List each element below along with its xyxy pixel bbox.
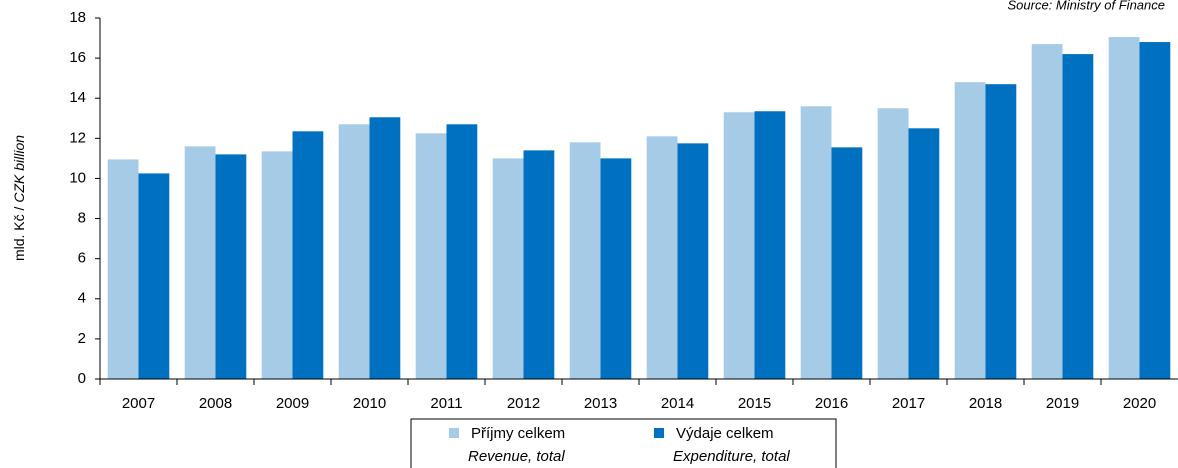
bar (985, 84, 1017, 379)
bar (1031, 44, 1063, 379)
x-tick-label: 2007 (122, 395, 155, 412)
bar (877, 108, 909, 379)
x-tick-label: 2013 (584, 395, 617, 412)
bar (569, 142, 601, 379)
bar (523, 150, 555, 379)
bar (646, 136, 678, 379)
x-tick-label: 2018 (969, 395, 1002, 412)
x-tick-label: 2014 (661, 395, 694, 412)
bar (292, 131, 324, 379)
legend-label-english: Revenue, total (468, 448, 565, 465)
legend-swatch (449, 428, 459, 438)
x-tick-label: 2008 (199, 395, 232, 412)
x-tick-label: 2016 (815, 395, 848, 412)
y-tick-label: 8 (78, 210, 86, 227)
x-tick-label: 2017 (892, 395, 925, 412)
bar (723, 112, 755, 379)
y-tick-label: 6 (78, 250, 86, 267)
legend-box (410, 418, 837, 468)
bar (492, 158, 524, 379)
y-label-english: CZK billion (11, 135, 27, 203)
y-label-czech: mld. Kč / (11, 206, 27, 261)
bar (1062, 54, 1094, 379)
y-tick-label: 12 (69, 129, 86, 146)
bar (677, 143, 709, 379)
bar (831, 147, 863, 379)
bar (184, 146, 216, 379)
bar (369, 117, 401, 380)
bar (261, 151, 293, 379)
bar (338, 124, 370, 380)
y-tick-label: 4 (78, 290, 86, 307)
legend-label: Výdaje celkem (676, 425, 774, 442)
y-tick-label: 14 (69, 89, 86, 106)
bar (754, 111, 786, 379)
bar (107, 159, 139, 379)
x-tick-label: 2015 (738, 395, 771, 412)
bar (908, 128, 940, 379)
x-tick-label: 2012 (507, 395, 540, 412)
bar (215, 154, 247, 379)
legend-label-english: Expenditure, total (673, 448, 790, 465)
legend-label: Příjmy celkem (471, 425, 565, 442)
y-tick-label: 16 (69, 49, 86, 66)
x-tick-label: 2020 (1123, 395, 1156, 412)
y-tick-label: 0 (78, 370, 86, 387)
source: Source: Ministry of Finance (1007, 0, 1165, 12)
bar (600, 158, 632, 379)
bar (954, 82, 986, 379)
x-tick-label: 2010 (353, 395, 386, 412)
y-tick-label: 18 (69, 9, 86, 26)
bar (1139, 42, 1171, 380)
y-tick-label: 2 (78, 330, 86, 347)
bar (800, 106, 832, 379)
bar (446, 124, 478, 380)
bar (1108, 37, 1140, 380)
y-axis-label: mld. Kč / CZK billion (11, 135, 27, 261)
bar (138, 173, 170, 379)
legend-swatch (654, 428, 664, 438)
x-tick-label: 2019 (1046, 395, 1079, 412)
x-tick-label: 2011 (430, 395, 462, 412)
x-tick-label: 2009 (276, 395, 309, 412)
bar (415, 133, 447, 379)
y-tick-label: 10 (69, 169, 86, 186)
